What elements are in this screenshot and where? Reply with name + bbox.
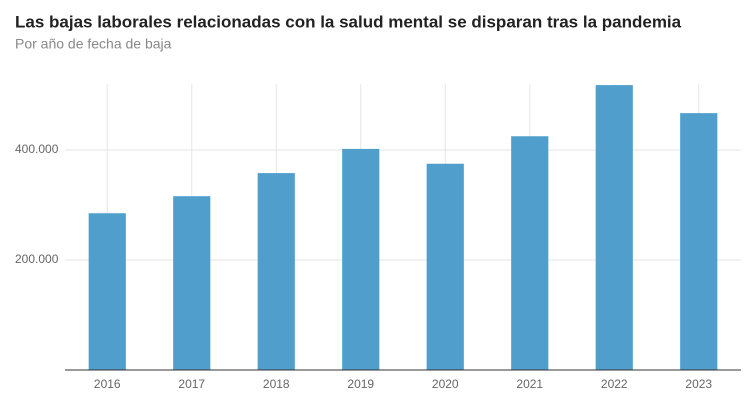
y-tick-label: 400.000	[15, 142, 59, 156]
chart-subtitle: Por año de fecha de baja	[15, 36, 172, 52]
chart-title: Las bajas laborales relacionadas con la …	[15, 12, 682, 31]
bar	[342, 148, 380, 370]
y-tick-label: 200.000	[15, 252, 59, 266]
x-tick-label: 2016	[94, 377, 121, 391]
x-tick-label: 2023	[685, 377, 712, 391]
bar	[595, 85, 633, 370]
x-tick-label: 2018	[263, 377, 290, 391]
bar	[88, 213, 126, 370]
bar	[511, 136, 549, 370]
x-tick-label: 2021	[516, 377, 543, 391]
x-tick-label: 2017	[178, 377, 205, 391]
bar	[680, 113, 718, 371]
bar	[426, 163, 464, 370]
x-tick-label: 2019	[347, 377, 374, 391]
bar	[257, 173, 295, 370]
bar	[173, 196, 211, 370]
x-tick-label: 2022	[601, 377, 628, 391]
x-tick-label: 2020	[432, 377, 459, 391]
